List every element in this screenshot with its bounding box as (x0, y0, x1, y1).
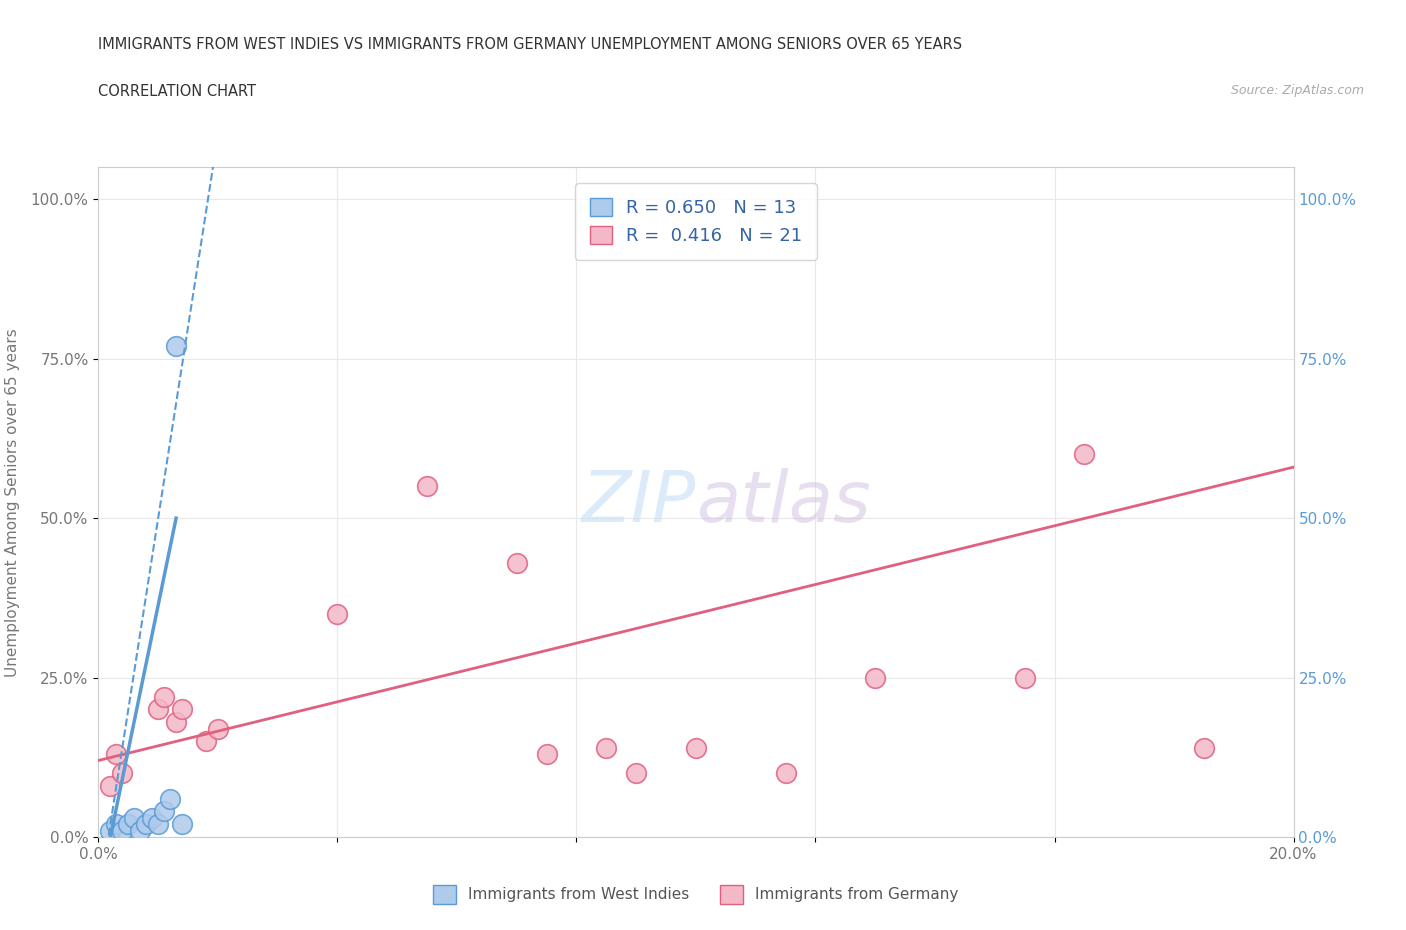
Point (506, 555, 529, 570)
Point (148, 817, 170, 831)
Y-axis label: Unemployment Among Seniors over 65 years: Unemployment Among Seniors over 65 years (4, 328, 20, 677)
Point (159, 791, 181, 806)
Point (865, 671, 887, 685)
Point (100, 778, 122, 793)
Point (165, 715, 187, 730)
Point (536, 747, 558, 762)
Point (626, 765, 648, 780)
Point (124, 810, 146, 825)
Point (141, 810, 163, 825)
Point (595, 740, 617, 755)
Text: atlas: atlas (696, 468, 870, 537)
Point (117, 817, 139, 831)
Text: ZIP: ZIP (582, 468, 696, 537)
Point (105, 817, 128, 831)
Point (111, 823, 134, 838)
Point (100, 823, 122, 838)
Point (775, 765, 797, 780)
Text: IMMIGRANTS FROM WEST INDIES VS IMMIGRANTS FROM GERMANY UNEMPLOYMENT AMONG SENIOR: IMMIGRANTS FROM WEST INDIES VS IMMIGRANT… (98, 37, 963, 52)
Point (153, 804, 176, 819)
Point (172, 702, 194, 717)
Point (105, 747, 128, 762)
Point (1073, 447, 1095, 462)
Point (148, 702, 170, 717)
Point (685, 740, 707, 755)
Point (326, 606, 349, 621)
Point (1014, 671, 1036, 685)
Point (195, 734, 218, 749)
Point (165, 339, 187, 353)
Text: Source: ZipAtlas.com: Source: ZipAtlas.com (1230, 84, 1364, 97)
Point (1192, 740, 1215, 755)
Point (207, 721, 229, 736)
Point (111, 765, 134, 780)
Point (129, 823, 152, 838)
Point (416, 479, 439, 494)
Legend: Immigrants from West Indies, Immigrants from Germany: Immigrants from West Indies, Immigrants … (427, 879, 965, 910)
Text: CORRELATION CHART: CORRELATION CHART (98, 84, 256, 99)
Point (153, 689, 176, 704)
Point (135, 817, 157, 831)
Point (172, 817, 194, 831)
